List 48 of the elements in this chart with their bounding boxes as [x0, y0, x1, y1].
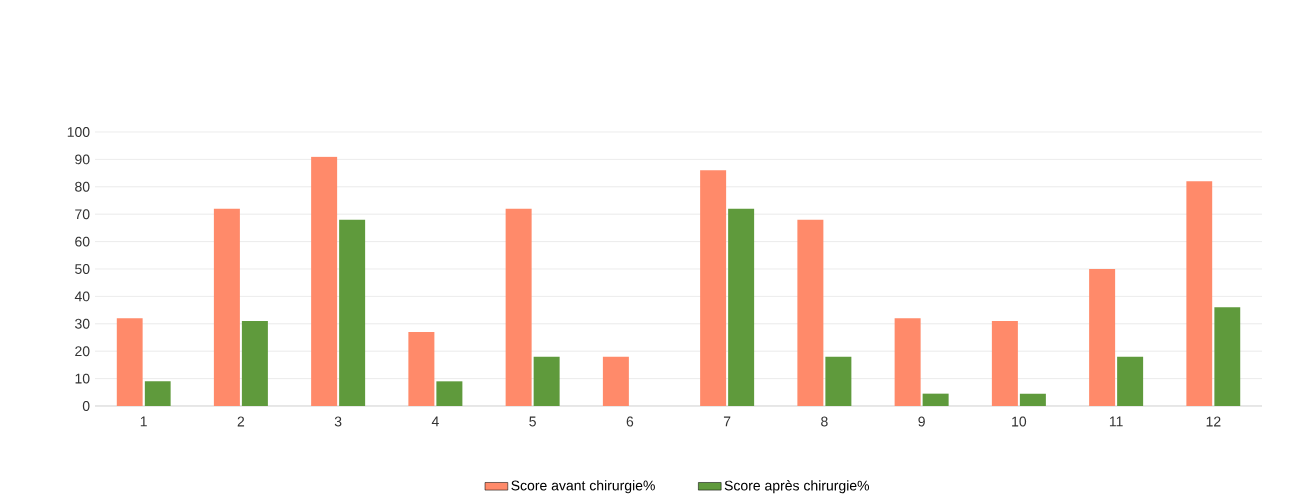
x-tick-label: 8 [821, 416, 828, 427]
y-tick-label: 10 [75, 373, 90, 384]
x-tick-label: 10 [1012, 416, 1027, 427]
y-tick-label: 90 [75, 154, 90, 165]
bar [1117, 356, 1144, 406]
bar [825, 356, 852, 406]
bar [311, 156, 338, 406]
bar [1019, 393, 1046, 406]
x-tick-label: 6 [626, 416, 634, 427]
y-tick-label: 40 [74, 291, 90, 302]
bar [1089, 268, 1116, 406]
x-tick-label: 11 [1109, 416, 1123, 427]
bar [408, 332, 435, 406]
bar [1214, 307, 1241, 406]
bar [116, 318, 143, 406]
legend-label: Score avant chirurgie% [511, 480, 655, 494]
x-tick-label: 3 [334, 416, 342, 427]
x-tick-label: 2 [237, 416, 245, 427]
bar [436, 381, 463, 406]
bar [602, 356, 629, 406]
y-tick-label: 100 [67, 127, 90, 137]
y-tick-label: 80 [75, 181, 90, 192]
y-tick-label: 30 [75, 318, 90, 329]
bar [728, 208, 755, 406]
bar [533, 356, 560, 406]
bar [894, 318, 921, 406]
bar [339, 219, 366, 406]
y-tick-label: 0 [82, 401, 90, 411]
legend-label: Score après chirurgie% [724, 480, 870, 494]
x-tick-label: 4 [431, 416, 439, 427]
bar [144, 381, 171, 406]
x-tick-label: 1 [140, 416, 147, 427]
bar [213, 208, 240, 406]
bar [700, 170, 727, 406]
bar [991, 321, 1018, 406]
x-tick-label: 9 [918, 416, 925, 427]
x-tick-label: 7 [723, 416, 731, 427]
bar [1186, 181, 1213, 406]
bar [922, 393, 949, 406]
bar [797, 219, 824, 406]
bar [241, 321, 268, 406]
y-tick-label: 60 [75, 236, 90, 247]
x-tick-label: 12 [1206, 416, 1221, 427]
x-tick-label: 5 [529, 416, 536, 427]
y-tick-label: 20 [75, 346, 90, 357]
y-tick-label: 70 [75, 209, 90, 220]
y-tick-label: 50 [75, 264, 90, 274]
bar [505, 208, 532, 406]
